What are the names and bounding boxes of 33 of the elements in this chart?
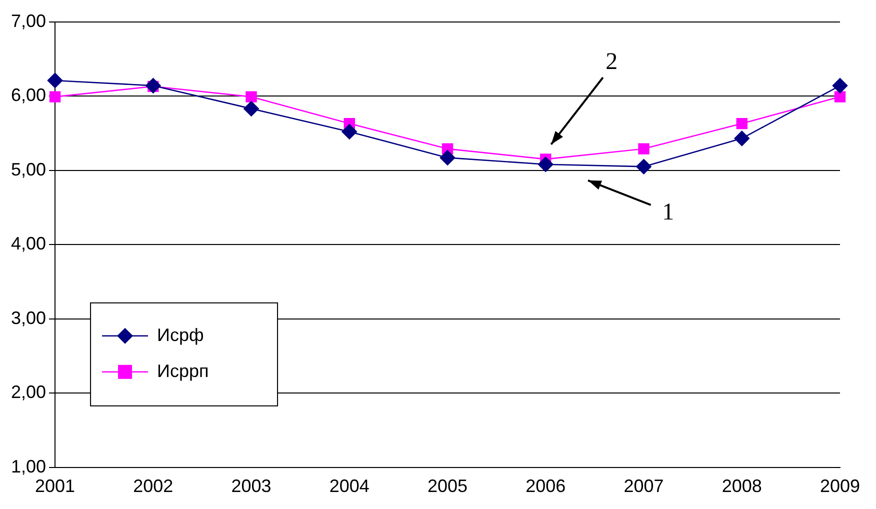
x-tick-label: 2001 bbox=[35, 476, 76, 496]
y-tick-label: 7,00 bbox=[10, 10, 46, 31]
point bbox=[244, 101, 259, 116]
x-tick-label: 2003 bbox=[231, 476, 272, 496]
y-tick-label: 2,00 bbox=[10, 382, 46, 402]
point bbox=[538, 156, 554, 172]
annotation: 2 bbox=[606, 49, 618, 76]
point bbox=[342, 124, 358, 140]
y-tick-label: 3,00 bbox=[10, 308, 46, 328]
point bbox=[832, 78, 848, 94]
x-tick-label: 2006 bbox=[526, 476, 566, 496]
point bbox=[736, 118, 748, 130]
x-tick-label: 2004 bbox=[329, 476, 370, 496]
point bbox=[638, 143, 650, 154]
point bbox=[734, 130, 750, 146]
y-tick-label: 4,00 bbox=[10, 234, 46, 254]
point bbox=[834, 91, 846, 102]
x-tick-label: 2002 bbox=[133, 476, 174, 496]
annotation: 1 bbox=[662, 199, 674, 226]
x-tick-label: 2008 bbox=[722, 476, 762, 496]
y-tick-label: 6,00 bbox=[10, 85, 46, 106]
point bbox=[49, 91, 61, 102]
point bbox=[636, 158, 652, 174]
x-tick-label: 2009 bbox=[820, 476, 860, 496]
legend-label: Исррп bbox=[157, 360, 209, 381]
x-tick-label: 2007 bbox=[624, 476, 664, 496]
y-tick-label: 1,00 bbox=[10, 456, 46, 476]
point bbox=[246, 91, 257, 102]
x-tick-label: 2005 bbox=[427, 476, 468, 496]
point bbox=[47, 72, 63, 88]
y-tick-label: 5,00 bbox=[10, 159, 46, 180]
legend-label: Исрф bbox=[157, 324, 204, 345]
point bbox=[440, 150, 456, 166]
